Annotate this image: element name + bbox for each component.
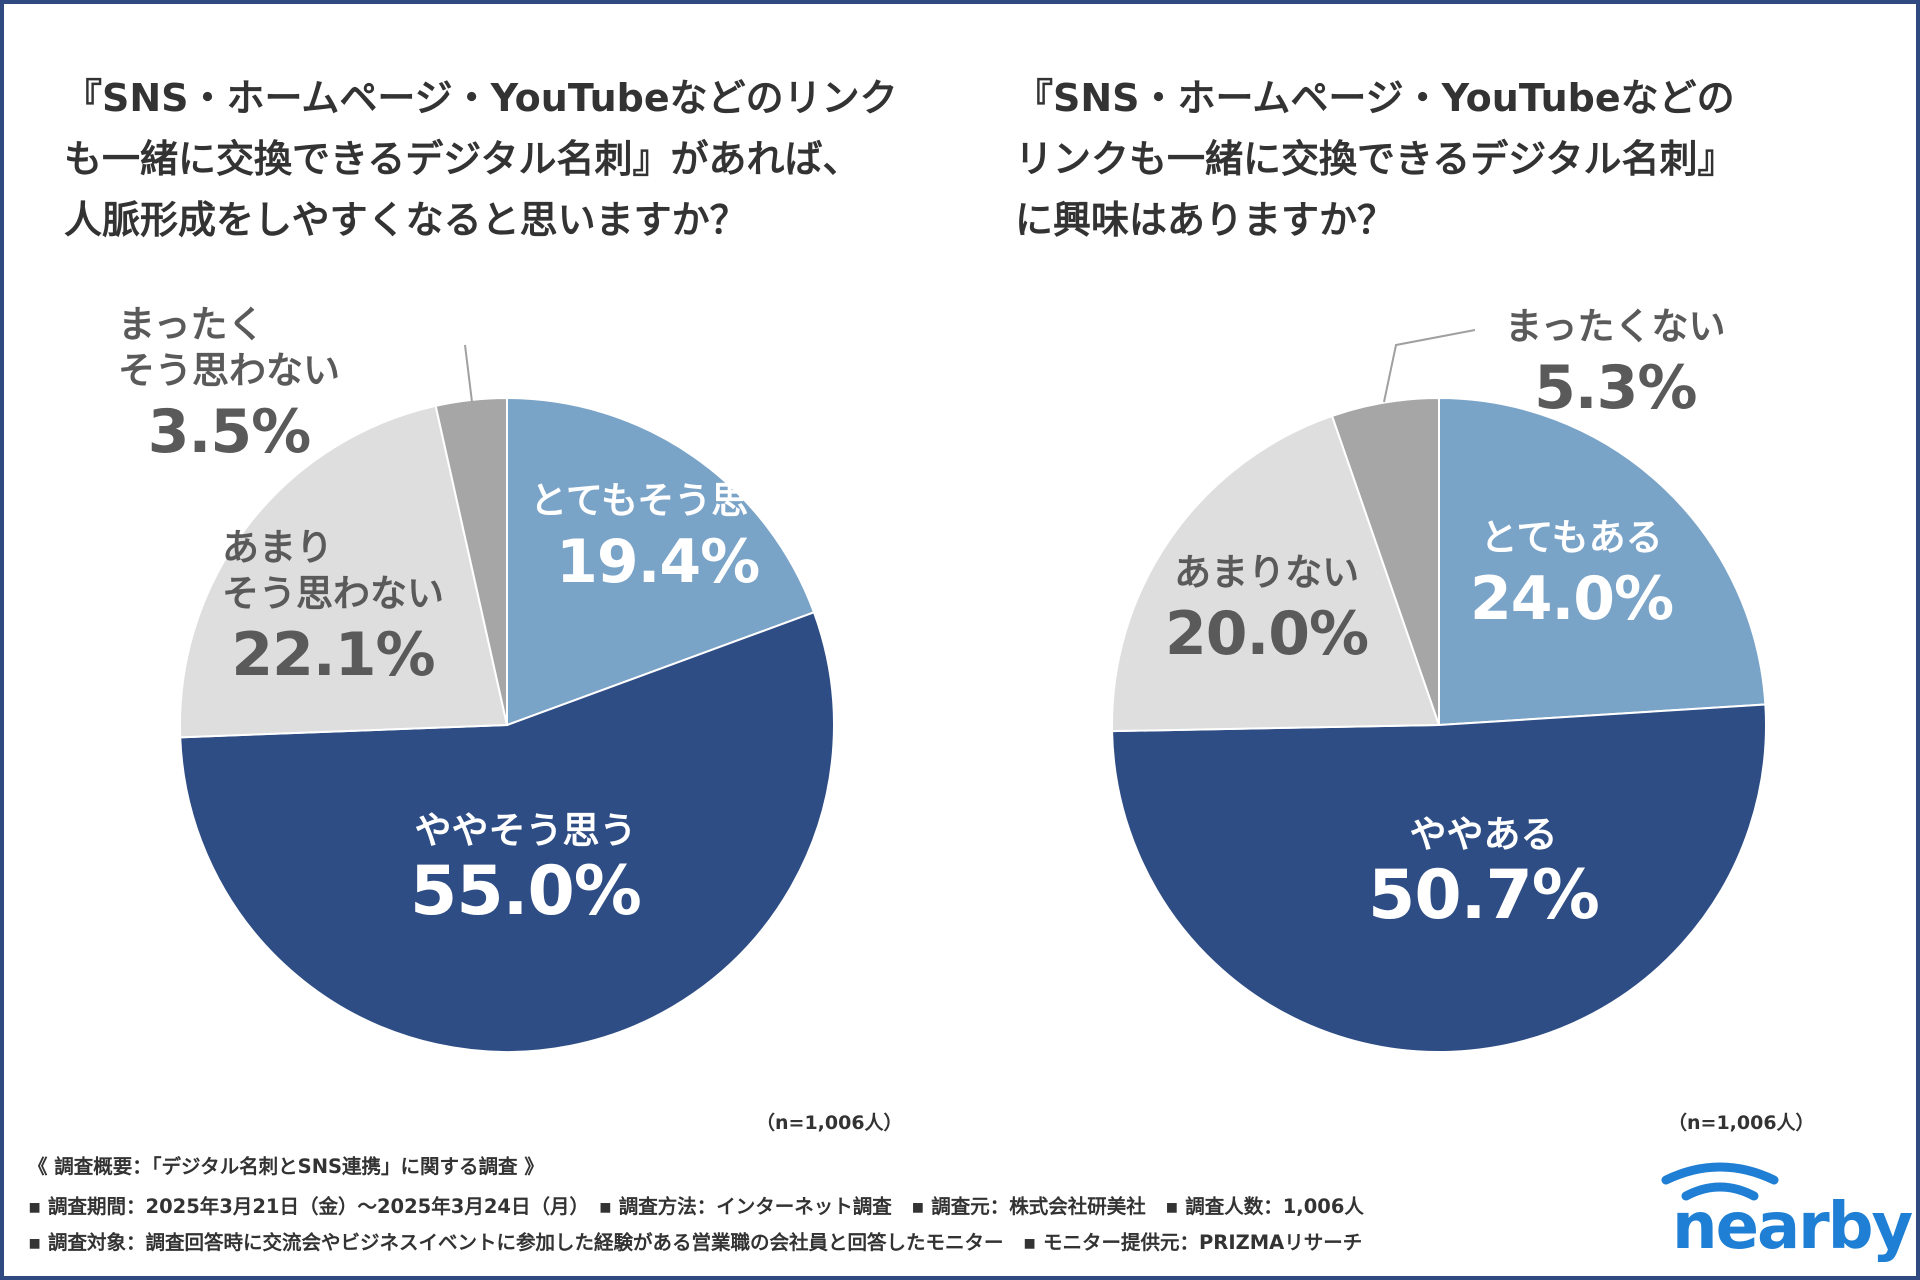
- survey-details-line: ▪ 調査期間：2025年3月21日（金）〜2025年3月24日（月） ▪ 調査方…: [28, 1195, 1364, 1218]
- right-pie: [1111, 396, 1767, 1054]
- left-slice-label-2: あまり そう思わない 22.1%: [222, 525, 444, 693]
- right-slice-value-2: 20.0%: [1165, 599, 1369, 669]
- left-slice-2: [179, 404, 509, 739]
- right-slice-label-0: とてもある 24.0%: [1470, 515, 1674, 637]
- left-slice-name-2b: そう思わない: [222, 572, 444, 615]
- left-chart-question: 『SNS・ホームページ・YouTubeなどのリンク も一緒に交換できるデジタル名…: [64, 76, 898, 242]
- right-slice-label-2: あまりない 20.0%: [1165, 550, 1369, 672]
- left-slice-name-2a: あまり: [222, 526, 333, 569]
- left-slice-label-3: まったく そう思わない 3.5%: [118, 302, 340, 470]
- right-slice-value-0: 24.0%: [1470, 564, 1674, 634]
- right-slice-1: [1111, 703, 1767, 1054]
- right-slice-name-0: とてもある: [1480, 516, 1663, 559]
- right-slice-label-1: ややある 50.7%: [1368, 812, 1600, 935]
- left-slice-label-1: ややそう思う 55.0%: [410, 808, 642, 931]
- left-sample-size: （n=1,006人）: [756, 1112, 903, 1134]
- left-slice-label-0: とてもそう思う 19.4%: [530, 478, 785, 600]
- right-chart-question: 『SNS・ホームページ・YouTubeなどの リンクも一緒に交換できるデジタル名…: [1015, 76, 1736, 242]
- right-sample-size: （n=1,006人）: [1668, 1112, 1815, 1134]
- survey-summary-heading: 《 調査概要：「デジタル名刺とSNS連携」に関する調査 》: [28, 1155, 544, 1178]
- right-slice-name-2: あまりない: [1174, 551, 1360, 594]
- signal-icon: [1661, 1162, 1779, 1201]
- left-slice-value-2: 22.1%: [231, 620, 435, 690]
- left-slice-name-1: ややそう思う: [414, 809, 637, 852]
- left-slice-name-0: とてもそう思う: [530, 479, 786, 522]
- left-pie: [179, 396, 835, 1053]
- right-slice-name-3: まったくない: [1505, 305, 1726, 348]
- right-slice-value-3: 5.3%: [1534, 353, 1697, 423]
- right-leader-line: [1383, 329, 1476, 403]
- left-leader-line: [464, 344, 473, 403]
- right-slice-0: [1438, 396, 1767, 727]
- left-slice-0: [506, 396, 816, 727]
- right-slice-3: [1330, 396, 1440, 726]
- right-slice-2: [1111, 414, 1441, 733]
- left-slice-1: [179, 611, 835, 1053]
- right-slice-label-3: まったくない 5.3%: [1505, 304, 1726, 426]
- left-slice-value-0: 19.4%: [556, 527, 760, 597]
- left-slice-value-1: 55.0%: [410, 852, 642, 931]
- right-slice-name-1: ややある: [1409, 813, 1558, 856]
- left-slice-name-3a: まったく: [118, 303, 265, 346]
- left-slice-value-3: 3.5%: [147, 397, 311, 467]
- right-slice-value-1: 50.7%: [1368, 856, 1600, 935]
- logo-wordmark: nearby: [1672, 1190, 1913, 1264]
- nearby-logo: nearby: [1660, 1160, 1913, 1264]
- left-slice-name-3b: そう思わない: [118, 349, 340, 392]
- survey-target-line: ▪ 調査対象：調査回答時に交流会やビジネスイベントに参加した経験がある営業職の会…: [28, 1231, 1363, 1254]
